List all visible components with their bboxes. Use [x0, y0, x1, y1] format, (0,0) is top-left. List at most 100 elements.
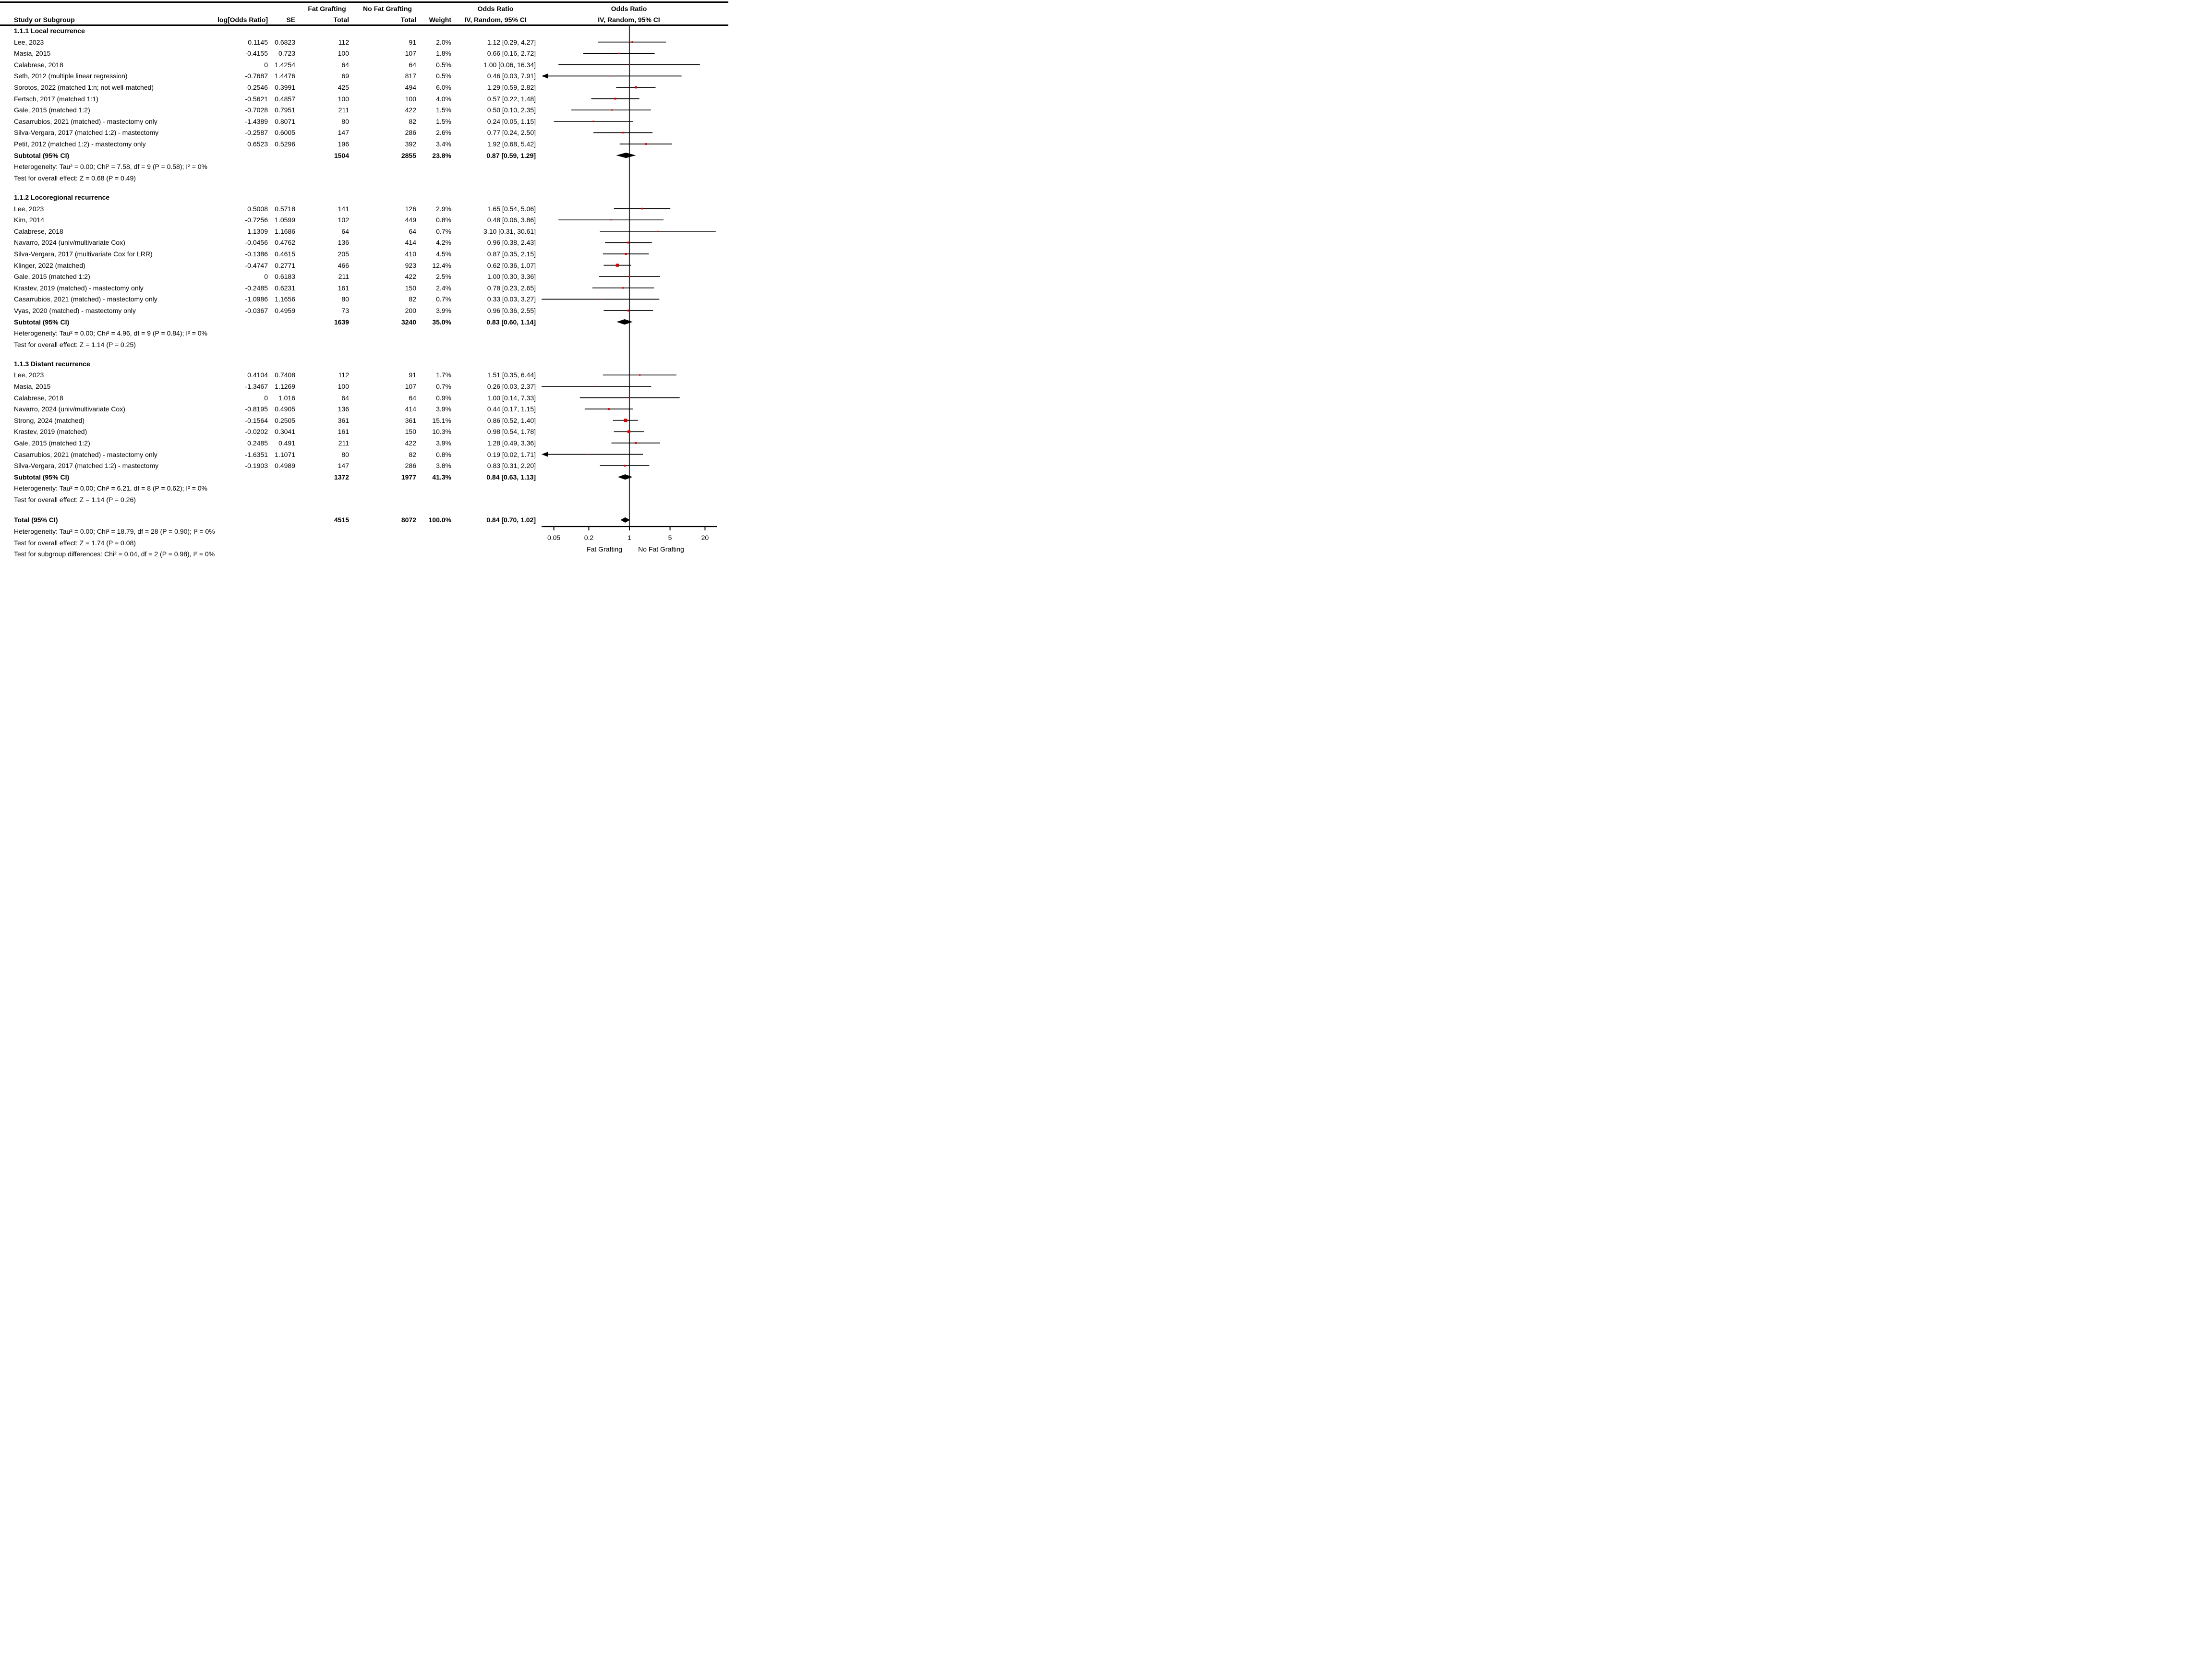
cell-total-nfg: 422 — [405, 106, 416, 114]
effect-square — [631, 41, 633, 43]
axis-tick-label: 1 — [628, 534, 631, 541]
cell-total-nfg: 100 — [405, 95, 416, 103]
cell-ci-text: 1.29 [0.59, 2.82] — [487, 84, 536, 91]
cell-total-nfg: 91 — [409, 371, 416, 379]
study-name: Gale, 2015 (matched 1:2) — [14, 273, 90, 281]
col-header-se: SE — [286, 16, 295, 24]
cell-se: 0.6823 — [275, 38, 295, 46]
cell-log-odds-ratio: -0.0456 — [245, 239, 268, 247]
cell-weight: 10.3% — [432, 428, 451, 436]
cell-log-odds-ratio: -1.6351 — [245, 450, 268, 458]
cell-weight: 0.7% — [436, 295, 451, 303]
cell-total-fg: 136 — [338, 239, 349, 247]
cell-ci-text: 1.00 [0.06, 16.34] — [483, 60, 536, 69]
cell-log-odds-ratio: -0.4747 — [245, 261, 268, 269]
study-name: Lee, 2023 — [14, 204, 44, 213]
cell-ci-text: 0.50 [0.10, 2.35] — [487, 106, 536, 114]
cell-total-nfg: 817 — [405, 72, 416, 80]
cell-total-fg: 466 — [338, 261, 349, 269]
cell-ci-text: 0.33 [0.03, 3.27] — [487, 295, 536, 303]
study-name: Lee, 2023 — [14, 371, 44, 379]
study-name: Navarro, 2024 (univ/multivariate Cox) — [14, 405, 125, 413]
cell-ci-text: 0.98 [0.54, 1.78] — [487, 428, 536, 436]
axis-tick-label: 20 — [701, 534, 709, 541]
cell-total-fg: 196 — [338, 140, 349, 148]
cell-total-nfg: 422 — [405, 273, 416, 281]
cell-total-nfg: 414 — [405, 405, 416, 413]
cell-se: 0.4959 — [275, 307, 295, 314]
cell-weight: 3.9% — [436, 307, 451, 314]
cell-se: 0.6183 — [275, 273, 295, 281]
cell-total-fg: 80 — [341, 295, 349, 303]
cell-ci-text: 0.96 [0.36, 2.55] — [487, 307, 536, 314]
cell-total-nfg: 422 — [405, 439, 416, 447]
cell-total-nfg: 82 — [409, 295, 416, 303]
cell-ci-text: 0.87 [0.59, 1.29] — [486, 151, 536, 159]
cell-total-nfg: 150 — [405, 284, 416, 292]
effect-square — [616, 264, 619, 267]
study-name: Masia, 2015 — [14, 49, 51, 58]
group-header-fat-grafting: Fat Grafting — [308, 5, 346, 12]
cell-ci-text: 0.62 [0.36, 1.07] — [487, 261, 536, 269]
subtotal-diamond — [616, 319, 633, 325]
cell-weight: 1.5% — [436, 106, 451, 114]
cell-weight: 0.5% — [436, 60, 451, 69]
cell-se: 0.7951 — [275, 106, 295, 114]
effect-square — [625, 252, 627, 255]
cell-weight: 0.9% — [436, 394, 451, 402]
cell-se: 1.1269 — [275, 382, 295, 390]
effect-square — [628, 397, 630, 398]
cell-total-fg: 80 — [341, 117, 349, 125]
cell-total-nfg: 107 — [405, 49, 416, 58]
effect-square — [657, 230, 659, 232]
cell-log-odds-ratio: 0.4104 — [247, 371, 268, 379]
effect-square — [641, 207, 643, 210]
cell-log-odds-ratio: 0.5008 — [247, 204, 268, 213]
study-name: Casarrubios, 2021 (matched) - mastectomy… — [14, 117, 157, 125]
cell-total-fg: 161 — [338, 284, 349, 292]
cell-total-fg: 64 — [341, 60, 349, 69]
cell-se: 0.3991 — [275, 84, 295, 91]
study-name: Sorotos, 2022 (matched 1:n; not well-mat… — [14, 84, 154, 91]
cell-total-fg: 4515 — [334, 516, 349, 524]
cell-log-odds-ratio: 0 — [264, 273, 268, 281]
subtotal-label: Subtotal (95% CI) — [14, 151, 70, 159]
effect-square — [609, 75, 611, 77]
cell-total-fg: 147 — [338, 462, 349, 470]
forest-plot-graphic — [542, 26, 717, 530]
axis-caption-right: No Fat Grafting — [638, 545, 684, 553]
cell-se: 0.4905 — [275, 405, 295, 413]
cell-weight: 2.5% — [436, 273, 451, 281]
cell-total-nfg: 392 — [405, 140, 416, 148]
cell-total-nfg: 410 — [405, 250, 416, 258]
cell-se: 0.4762 — [275, 239, 295, 247]
effect-square — [627, 310, 629, 312]
cell-ci-text: 0.48 [0.06, 3.86] — [487, 216, 536, 224]
effect-square — [595, 385, 596, 387]
cell-weight: 4.0% — [436, 95, 451, 103]
cell-ci-text: 0.83 [0.31, 2.20] — [487, 462, 536, 470]
cell-weight: 0.5% — [436, 72, 451, 80]
subtotal-label: Subtotal (95% CI) — [14, 473, 70, 481]
study-name: Gale, 2015 (matched 1:2) — [14, 106, 90, 114]
study-name: Klinger, 2022 (matched) — [14, 261, 85, 269]
cell-weight: 6.0% — [436, 84, 451, 91]
effect-square — [592, 120, 594, 122]
effect-square — [610, 219, 612, 221]
study-name: Silva-Vergara, 2017 (multivariate Cox fo… — [14, 250, 153, 258]
cell-weight: 2.9% — [436, 204, 451, 213]
study-name: Petit, 2012 (matched 1:2) - mastectomy o… — [14, 140, 146, 148]
cell-total-fg: 112 — [338, 371, 349, 379]
total-diamond — [620, 517, 630, 523]
overall-effect-line: Test for overall effect: Z = 1.14 (P = 0… — [14, 495, 136, 504]
study-name: Calabrese, 2018 — [14, 60, 63, 69]
cell-total-nfg: 126 — [405, 204, 416, 213]
cell-total-fg: 100 — [338, 49, 349, 58]
cell-log-odds-ratio: -0.2485 — [245, 284, 268, 292]
cell-weight: 3.9% — [436, 439, 451, 447]
cell-se: 0.723 — [278, 49, 295, 58]
col-header-iv-random-text: IV, Random, 95% CI — [464, 16, 527, 24]
cell-weight: 0.8% — [436, 450, 451, 458]
axis-tick-label: 0.05 — [547, 534, 561, 541]
study-name: Navarro, 2024 (univ/multivariate Cox) — [14, 239, 125, 247]
